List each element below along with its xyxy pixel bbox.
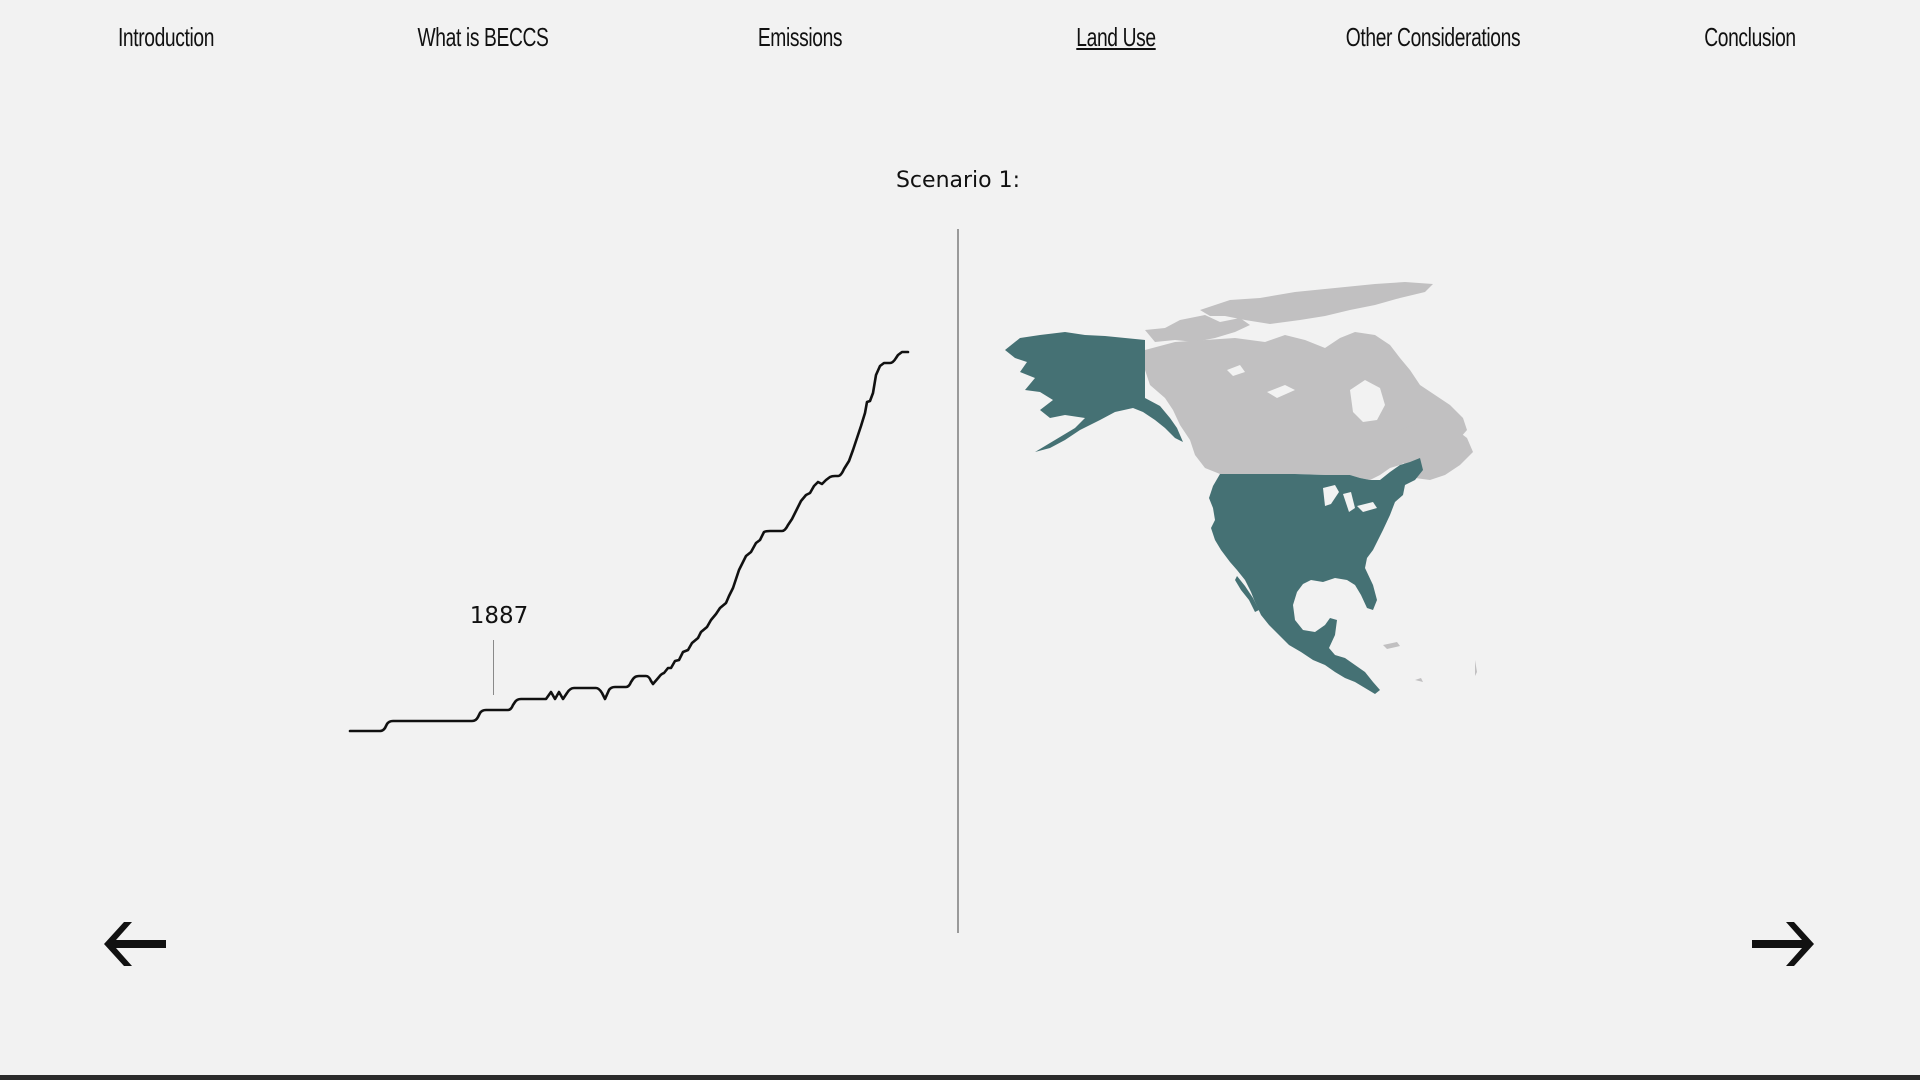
canada-lakes: [1227, 365, 1385, 422]
usa-mexico-region: [1005, 332, 1423, 694]
north-america-map: [1005, 282, 1477, 694]
great-lakes: [1323, 485, 1377, 512]
center-divider: [957, 229, 959, 933]
scenario-title: Scenario 1:: [895, 168, 1021, 193]
year-marker-tick: [493, 640, 494, 695]
nav-other-considerations[interactable]: Other Considerations: [1345, 22, 1521, 52]
trend-line: [348, 350, 910, 733]
nav-what-is-beccs[interactable]: What is BECCS: [417, 22, 549, 52]
nav-emissions[interactable]: Emissions: [757, 22, 843, 52]
arrow-right-icon[interactable]: [1748, 920, 1818, 968]
canada-region: [1145, 282, 1473, 480]
nav-land-use[interactable]: Land Use: [1076, 22, 1156, 52]
top-nav: Introduction What is BECCS Emissions Lan…: [0, 22, 1920, 62]
trend-line-chart: [348, 350, 910, 733]
bottom-bar: [0, 1075, 1920, 1080]
caribbean-islands: [1383, 642, 1477, 682]
arrow-left-icon[interactable]: [100, 920, 170, 968]
nav-introduction[interactable]: Introduction: [117, 22, 215, 52]
year-marker-label: 1887: [469, 603, 529, 629]
nav-conclusion[interactable]: Conclusion: [1704, 22, 1796, 52]
